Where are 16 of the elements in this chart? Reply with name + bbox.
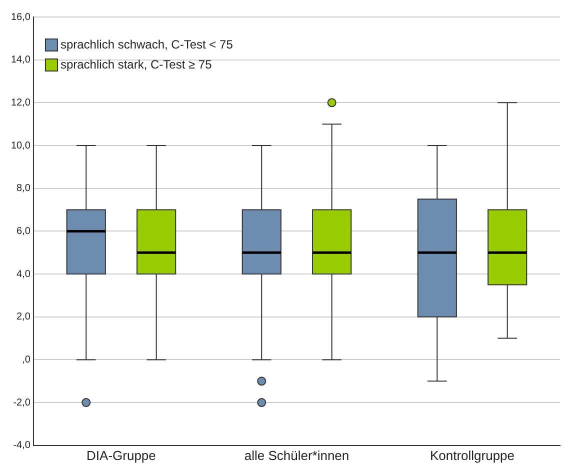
x-tick-label: alle Schüler*innen bbox=[244, 448, 350, 463]
y-tick-label: -4,0 bbox=[13, 440, 31, 452]
legend-label: sprachlich stark, C-Test ≥ 75 bbox=[60, 57, 212, 72]
y-tick-label: 10,0 bbox=[10, 140, 31, 152]
y-tick-label: 2,0 bbox=[16, 312, 31, 323]
y-tick-label: 4,0 bbox=[16, 268, 31, 280]
y-tick-label: ,0 bbox=[22, 354, 31, 366]
x-tick-label: Kontrollgruppe bbox=[430, 448, 515, 463]
y-tick-label: 12,0 bbox=[10, 97, 31, 108]
y-tick-label: 16,0 bbox=[10, 12, 31, 23]
y-tick-label: 6,0 bbox=[16, 226, 31, 237]
y-tick-label: 8,0 bbox=[16, 183, 31, 194]
legend-label: sprachlich schwach, C-Test < 75 bbox=[60, 37, 234, 52]
x-tick-label: DIA-Gruppe bbox=[86, 448, 156, 463]
y-tick-label: 14,0 bbox=[10, 54, 31, 66]
y-tick-label: -2,0 bbox=[13, 397, 31, 408]
